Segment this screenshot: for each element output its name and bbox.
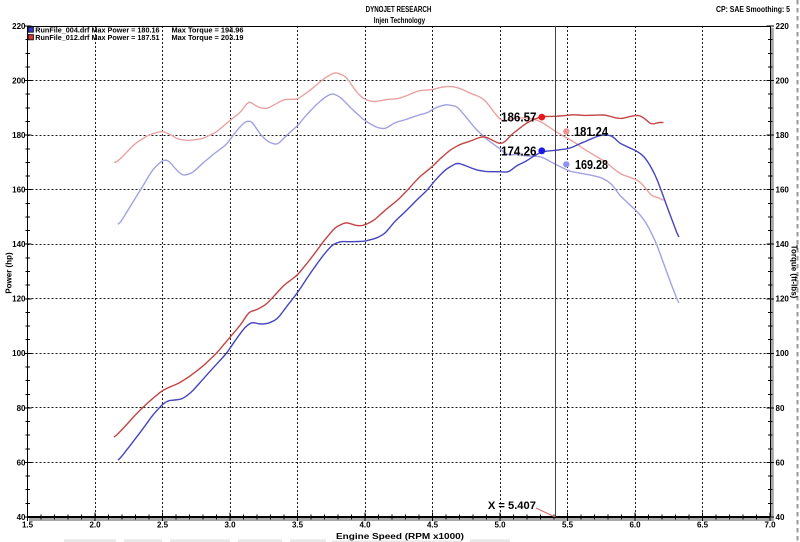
svg-text:Torque (ft-lbs): Torque (ft-lbs)	[790, 245, 799, 299]
svg-text:6.0: 6.0	[629, 521, 641, 530]
svg-text:180: 180	[12, 131, 26, 140]
svg-text:180: 180	[776, 131, 790, 140]
svg-text:RunFile_012.drf Max Power = 18: RunFile_012.drf Max Power = 187.51	[35, 33, 159, 42]
svg-text:6.5: 6.5	[697, 521, 709, 530]
svg-text:RunFile_004.drf Max Power = 18: RunFile_004.drf Max Power = 180.16	[35, 25, 159, 34]
svg-text:1.5: 1.5	[22, 521, 34, 530]
svg-text:2.5: 2.5	[157, 521, 169, 530]
svg-text:60: 60	[17, 458, 26, 467]
svg-text:40: 40	[776, 513, 785, 522]
svg-text:CP: SAE Smoothing: 5: CP: SAE Smoothing: 5	[716, 5, 790, 14]
svg-text:174.26: 174.26	[501, 143, 537, 158]
svg-text:X = 5.407: X = 5.407	[488, 500, 536, 512]
svg-text:3.5: 3.5	[292, 521, 304, 530]
svg-text:80: 80	[17, 404, 26, 413]
svg-text:Max Torque = 194.96: Max Torque = 194.96	[172, 25, 244, 34]
svg-text:220: 220	[12, 22, 26, 31]
svg-text:80: 80	[776, 404, 785, 413]
svg-text:160: 160	[776, 186, 790, 195]
svg-text:140: 140	[12, 240, 26, 249]
svg-text:40: 40	[17, 513, 26, 522]
svg-text:200: 200	[776, 77, 790, 86]
svg-text:4.5: 4.5	[427, 521, 439, 530]
svg-text:140: 140	[776, 240, 790, 249]
svg-text:Injen Technology: Injen Technology	[374, 16, 426, 25]
svg-text:120: 120	[776, 295, 790, 304]
svg-text:7.0: 7.0	[764, 521, 776, 530]
svg-text:Max Torque = 203.19: Max Torque = 203.19	[172, 33, 244, 42]
svg-text:100: 100	[12, 349, 26, 358]
svg-text:2.0: 2.0	[89, 521, 101, 530]
svg-text:120: 120	[12, 295, 26, 304]
svg-text:3.0: 3.0	[224, 521, 236, 530]
svg-text:200: 200	[12, 77, 26, 86]
svg-text:186.57: 186.57	[501, 110, 537, 125]
svg-text:100: 100	[776, 349, 790, 358]
svg-text:181.24: 181.24	[574, 124, 609, 139]
svg-text:4.0: 4.0	[359, 521, 371, 530]
svg-text:DYNOJET RESEARCH: DYNOJET RESEARCH	[366, 5, 432, 14]
svg-text:5.0: 5.0	[494, 521, 506, 530]
svg-text:Power (hp): Power (hp)	[5, 252, 14, 294]
svg-text:60: 60	[776, 458, 785, 467]
svg-text:160: 160	[12, 186, 26, 195]
svg-text:169.28: 169.28	[575, 157, 608, 172]
svg-text:220: 220	[776, 22, 790, 31]
svg-text:Engine Speed (RPM x1000): Engine Speed (RPM x1000)	[336, 532, 464, 541]
svg-text:5.5: 5.5	[562, 521, 574, 530]
